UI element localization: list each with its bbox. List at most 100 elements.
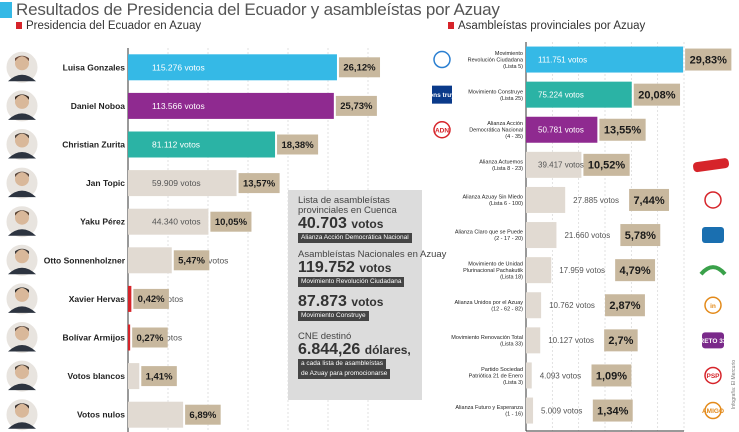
photo-hair: [15, 94, 29, 100]
assembly-bar-chart: 051015202530MovimientoRevolución Ciudada…: [428, 42, 732, 432]
photo-hair: [15, 287, 29, 293]
percent-box: [277, 134, 319, 155]
category-label: Partido Sociedad Patriótica 21 de Enero (L…: [469, 367, 524, 386]
category-label-line: Jan Topic: [86, 178, 125, 188]
futuro-logo-icon: AMIGO: [702, 401, 724, 420]
category-label: Daniel Noboa: [71, 101, 126, 111]
bar: [128, 131, 276, 158]
vote-label: 21.660 votos: [564, 231, 610, 240]
photo-shoulders: [8, 113, 36, 120]
bar: [526, 116, 598, 143]
percent-box: [591, 364, 632, 387]
percent-box: [604, 329, 638, 352]
info-tag-3: Movimiento Construye: [298, 311, 369, 321]
vote-label: 4.093 votos: [540, 371, 581, 380]
psp-logo-icon: PSP: [704, 366, 722, 385]
bar: [526, 222, 557, 249]
info-value-1: 40.703 votos: [298, 215, 384, 232]
photo-hair: [15, 364, 29, 371]
percent-box: [238, 173, 280, 194]
photo-shoulders: [8, 345, 36, 352]
logo-shape: [704, 296, 722, 314]
category-label-line: (Lista 25): [500, 96, 523, 102]
category-label-line: (1 - 16): [505, 412, 523, 418]
percent-box: [338, 57, 381, 78]
info-line-2: provinciales en Cuenca: [298, 205, 397, 216]
category-label-line: Revolución Ciudadana: [468, 57, 524, 63]
category-label: Votos blancos: [68, 371, 126, 381]
claro-logo-icon: [702, 227, 724, 244]
logo-shape: [702, 332, 724, 349]
photo-face: [15, 403, 29, 418]
photo-hair: [15, 171, 29, 178]
bar: [128, 401, 184, 428]
photo-face: [15, 210, 29, 225]
percent-box: [133, 288, 169, 309]
percent-label: 7,44%: [633, 195, 664, 207]
bar: [128, 208, 209, 235]
category-label-line: (Lista 18): [500, 275, 523, 281]
category-label-line: Alianza Acción: [487, 121, 523, 127]
title-accent-bar: [0, 2, 12, 18]
category-label: Alianza Actuemos (Lista 8 - 23): [479, 160, 523, 173]
category-label: Alianza Azuay Sin Miedo (Lista 6 - 100): [462, 195, 523, 208]
candidate-photo: [5, 50, 39, 84]
bar: [526, 186, 566, 213]
photo-hair: [15, 133, 29, 139]
category-label: Movimiento Revolución Ciudadana (Lista 5): [468, 51, 524, 70]
percent-box: [685, 48, 732, 71]
azuay-sin-miedo-logo-icon: [704, 191, 722, 209]
category-label-line: Alianza Azuay Sin Miedo: [462, 195, 523, 201]
percent-label: 4,79%: [619, 265, 650, 277]
category-label-line: Votos blancos: [68, 371, 126, 381]
logo-shape: [699, 265, 727, 276]
info-line-3: Asambleístas Nacionales en Azuay: [298, 249, 447, 260]
photo-hair: [15, 55, 29, 62]
photo-face: [15, 94, 29, 109]
category-label-line: Daniel Noboa: [71, 101, 126, 111]
logo-shape: [704, 191, 722, 209]
category-label-line: Plurinacional Pachakutik: [463, 268, 523, 274]
category-label-line: Otto Sonnenholzner: [44, 255, 126, 265]
percent-label: 5,78%: [625, 230, 656, 242]
bar: [128, 285, 132, 312]
category-label-line: Bolívar Armijos: [62, 332, 125, 342]
category-label-line: Yaku Pérez: [80, 217, 125, 227]
percent-label: 10,05%: [215, 217, 248, 228]
category-label-line: Movimiento Construye: [468, 89, 523, 95]
percent-box: [173, 250, 210, 271]
candidate-photo: [5, 359, 39, 393]
bar: [128, 92, 334, 119]
info-tag-4a: a cada lista de asambleístas: [298, 359, 387, 369]
photo-shoulders: [8, 190, 36, 198]
page-title: Resultados de Presidencia del Ecuador y …: [16, 0, 500, 19]
percent-label: 0,42%: [138, 294, 165, 305]
category-label-line: (4 - 35): [505, 134, 523, 140]
vote-label: 39.417 votos: [538, 161, 584, 170]
percent-box: [620, 224, 661, 247]
category-label-line: (Lista 3): [503, 380, 523, 386]
category-label-line: Movimiento: [495, 51, 523, 57]
percent-label: 10,52%: [588, 160, 626, 172]
category-label: Votos nulos: [77, 410, 125, 420]
photo-hair: [15, 326, 29, 332]
category-label-line: Democrática Nacional: [469, 128, 523, 134]
percent-label: 25,73%: [340, 101, 373, 112]
red-square-icon: [448, 22, 454, 30]
construye-logo-icon: cons truye: [428, 85, 459, 104]
photo-hair: [15, 403, 29, 409]
category-label: Bolívar Armijos: [62, 332, 125, 342]
candidate-photo: [5, 243, 39, 277]
photo-shoulders: [8, 422, 36, 429]
left-chart-subtitle: Presidencia del Ecuador en Azuay: [16, 20, 201, 32]
category-label-line: Votos nulos: [77, 410, 125, 420]
category-label-line: (2 - 17 - 20): [494, 236, 523, 242]
candidate-photo: [5, 205, 39, 239]
photo-shoulders: [8, 267, 36, 275]
logo-shape: [704, 366, 722, 385]
photo-face: [15, 56, 29, 71]
info-value-3: 87.873 votos: [298, 293, 384, 310]
bar: [128, 170, 237, 197]
category-label: Alianza Claro que se Puede (2 - 17 - 20): [455, 230, 523, 243]
